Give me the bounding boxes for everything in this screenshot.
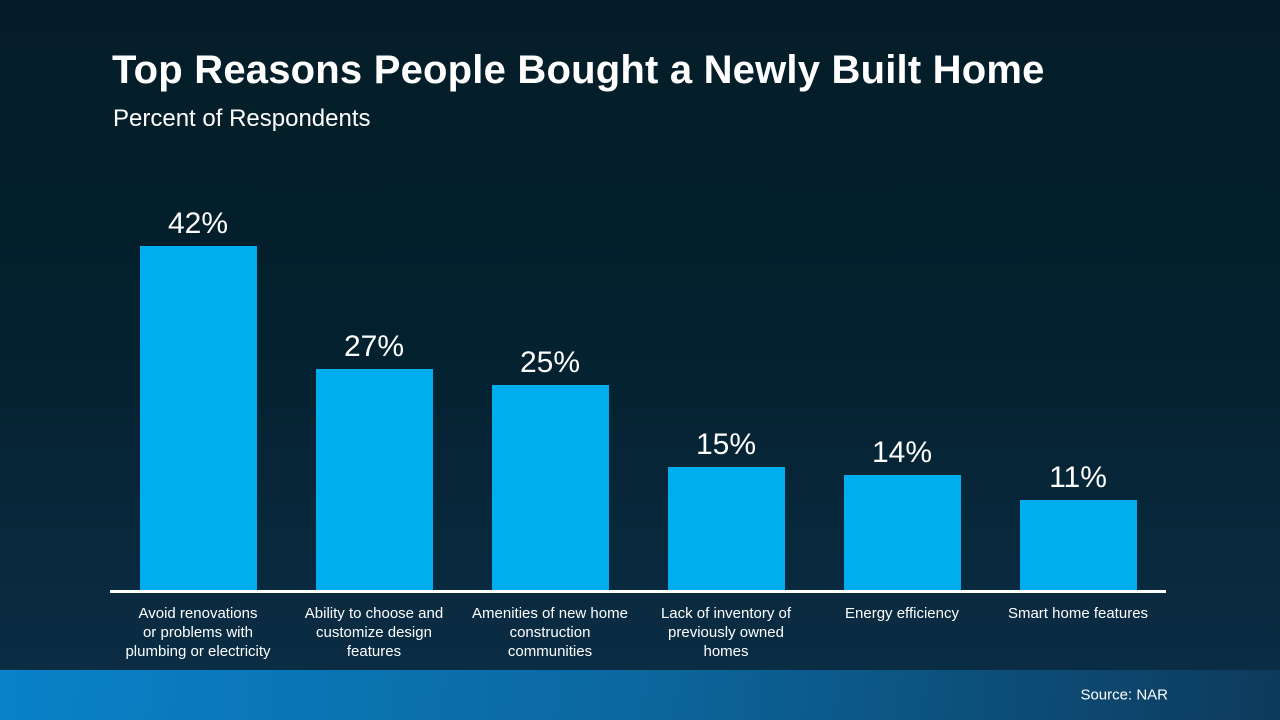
bar-group: 42% 27% 25% 15% 14% 11% [110, 180, 1166, 590]
chart-title: Top Reasons People Bought a Newly Built … [112, 48, 1045, 92]
bar-slot: 15% [638, 428, 814, 590]
footer-bar: Source: NAR [0, 670, 1280, 720]
bar-slot: 14% [814, 436, 990, 590]
bar [1019, 500, 1137, 590]
bar [491, 385, 609, 590]
category-label: Amenities of new home construction commu… [472, 605, 628, 660]
bar-slot: 27% [286, 330, 462, 590]
category-label: Energy efficiency [845, 605, 959, 622]
bar-value-label: 15% [695, 428, 757, 461]
category-label: Lack of inventory of previously owned ho… [660, 605, 792, 660]
bar [315, 369, 433, 590]
x-axis-line [110, 590, 1166, 593]
bar-value-label: 11% [1049, 461, 1107, 494]
bar-slot: 42% [110, 207, 286, 590]
chart-subtitle: Percent of Respondents [113, 105, 371, 132]
bar-chart: 42% 27% 25% 15% 14% 11% Avoid renovation… [110, 180, 1166, 661]
bar-value-label: 25% [519, 346, 581, 379]
source-credit: Source: NAR [1080, 686, 1168, 704]
category-label-row: Avoid renovations or problems with plumb… [110, 593, 1166, 661]
category-label: Ability to choose and customize design f… [304, 605, 444, 660]
bar-value-label: 27% [343, 330, 405, 363]
category-label: Avoid renovations or problems with plumb… [125, 605, 271, 660]
bar [843, 475, 961, 590]
bar-value-label: 42% [167, 207, 229, 240]
bar-slot: 25% [462, 346, 638, 590]
bar [139, 246, 257, 590]
category-label: Smart home features [1007, 605, 1149, 622]
bar [667, 467, 785, 590]
bar-slot: 11% [990, 461, 1166, 590]
bar-value-label: 14% [871, 436, 933, 469]
